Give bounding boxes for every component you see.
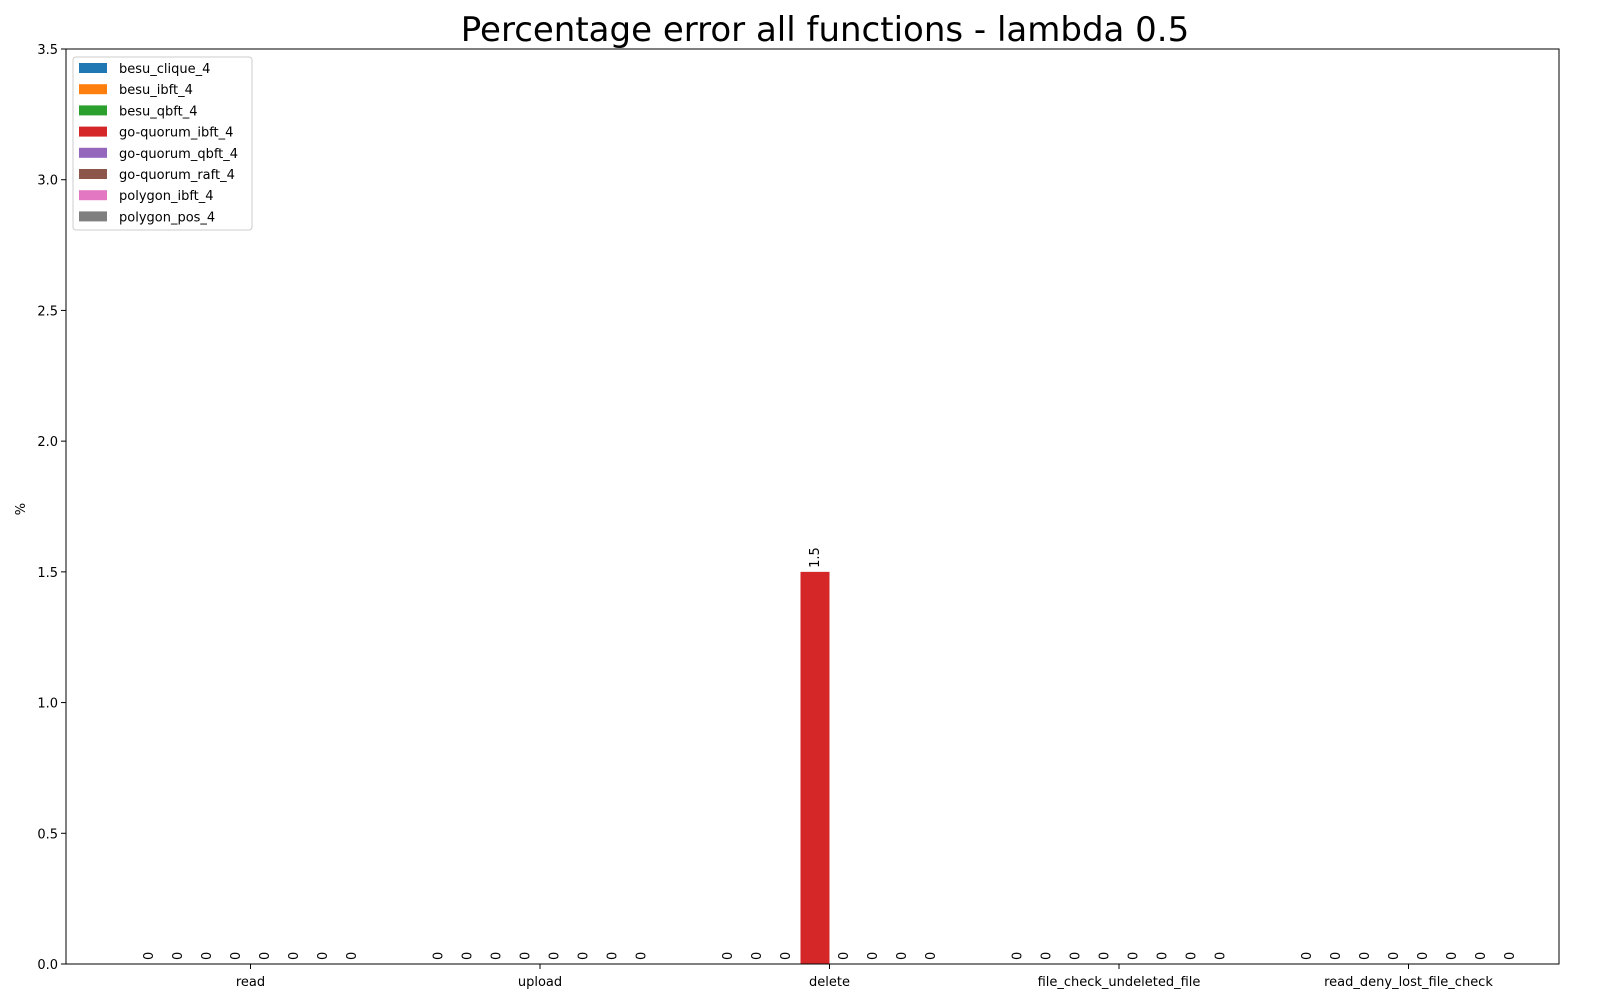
data-label: 0	[577, 952, 592, 960]
data-label: 0	[1156, 952, 1171, 960]
y-tick-label: 1.5	[37, 566, 58, 581]
data-label: 0	[1300, 952, 1315, 960]
legend-label: besu_clique_4	[119, 62, 210, 77]
data-label: 0	[229, 952, 244, 960]
data-label: 0	[1127, 952, 1142, 960]
y-tick-label: 2.0	[37, 435, 58, 450]
data-label: 0	[1098, 952, 1113, 960]
data-label: 0	[895, 952, 910, 960]
bar	[800, 571, 830, 964]
data-label: 0	[779, 952, 794, 960]
y-axis: 0.0 0.5 1.0 1.5 2.0 2.5 3.0 3.5	[37, 43, 66, 973]
legend-swatch	[79, 211, 107, 222]
legend-label: polygon_ibft_4	[119, 189, 214, 204]
data-label: 0	[1387, 952, 1402, 960]
data-label: 0	[490, 952, 505, 960]
data-label: 0	[1011, 952, 1026, 960]
x-tick-label: read_deny_lost_file_check	[1324, 975, 1493, 990]
y-tick-label: 3.0	[37, 174, 58, 189]
x-tick-label: upload	[518, 975, 562, 990]
y-tick-label: 2.5	[37, 304, 58, 319]
legend-swatch	[79, 169, 107, 179]
legend-swatch	[79, 63, 107, 73]
y-tick-label: 3.5	[37, 43, 58, 58]
y-tick-label: 0.5	[37, 827, 58, 842]
data-label: 0	[316, 952, 331, 960]
bars-layer	[800, 571, 830, 964]
data-label: 0	[1474, 952, 1489, 960]
data-label: 0	[142, 952, 157, 960]
x-tick-label: delete	[809, 975, 850, 990]
legend-swatch	[79, 147, 107, 158]
data-label: 0	[548, 952, 563, 960]
data-label: 0	[924, 952, 939, 960]
legend-box	[72, 56, 253, 231]
legend-label: go-quorum_raft_4	[119, 168, 235, 183]
legend-label: besu_qbft_4	[119, 104, 197, 119]
chart-title: Percentage error all functions - lambda …	[461, 10, 1190, 50]
data-label: 0	[1329, 952, 1344, 960]
data-label: 0	[519, 952, 534, 960]
legend-swatch	[79, 190, 107, 201]
legend-label: go-quorum_ibft_4	[119, 126, 233, 141]
legend-swatch	[79, 105, 107, 116]
data-label: 0	[171, 952, 186, 960]
data-label: 0	[635, 952, 650, 960]
data-label: 1.5	[808, 547, 823, 568]
data-label: 0	[837, 952, 852, 960]
legend-swatch	[79, 126, 107, 137]
data-label: 0	[1358, 952, 1373, 960]
data-label: 0	[1416, 952, 1431, 960]
data-label: 0	[345, 952, 360, 960]
y-tick-label: 1.0	[37, 697, 58, 712]
data-label: 0	[1214, 952, 1229, 960]
data-label: 0	[432, 952, 447, 960]
plot-frame	[65, 48, 1560, 965]
data-label: 0	[1069, 952, 1084, 960]
data-label: 0	[1185, 952, 1200, 960]
data-label: 0	[461, 952, 476, 960]
data-label: 0	[258, 952, 273, 960]
data-label: 0	[721, 952, 736, 960]
x-axis: read upload delete file_check_undeleted_fil…	[236, 964, 1493, 990]
data-label: 0	[1040, 952, 1055, 960]
legend-label: go-quorum_qbft_4	[119, 147, 238, 162]
data-label: 0	[200, 952, 215, 960]
x-tick-label: file_check_undeleted_file	[1038, 975, 1201, 990]
data-labels-layer: 0 0 0 0 0 0 0 0 0 0 0 0 0 0 0 0 0 1.5 0 0 0 0 0 0 0 0 0 0 0 0 0 0 0 0 0 0 0 0…	[142, 547, 1518, 960]
data-label: 0	[1445, 952, 1460, 960]
legend-label: besu_ibft_4	[119, 83, 193, 98]
data-label: 0	[606, 952, 621, 960]
legend-swatch	[79, 84, 107, 95]
data-label: 0	[287, 952, 302, 960]
y-axis-label: %	[14, 503, 29, 515]
data-label: 0	[1503, 952, 1518, 960]
legend: besu_clique_4 besu_ibft_4 besu_qbft_4 go-qu…	[72, 56, 253, 231]
y-tick-label: 0.0	[37, 958, 58, 973]
legend-label: polygon_pos_4	[119, 210, 215, 225]
data-label: 0	[750, 952, 765, 960]
data-label: 0	[866, 952, 881, 960]
x-tick-label: read	[236, 975, 265, 990]
